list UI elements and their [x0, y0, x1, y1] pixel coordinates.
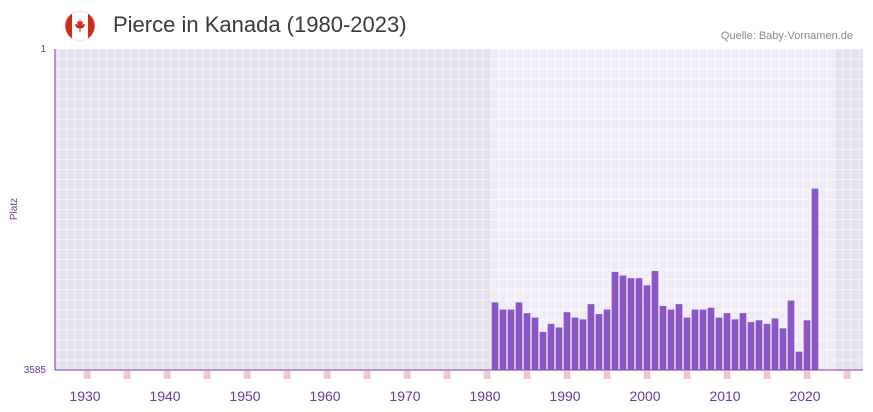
bar-2002[interactable] [659, 305, 667, 370]
x-tick-marker-1930 [83, 371, 91, 379]
canada-flag-icon [64, 10, 96, 42]
bar-2015[interactable] [763, 323, 771, 370]
x-tick-label-1930: 1930 [69, 388, 100, 404]
bar-1985[interactable] [523, 313, 531, 370]
bar-2010[interactable] [723, 313, 731, 370]
x-tick-label-2010: 2010 [709, 388, 740, 404]
bar-1988[interactable] [547, 323, 555, 370]
x-tick-marker-1935 [123, 371, 131, 379]
bar-2008[interactable] [707, 307, 715, 370]
x-tick-marker-2020 [803, 371, 811, 379]
bar-2016[interactable] [771, 318, 779, 370]
x-tick-marker-1995 [603, 371, 611, 379]
bar-2021[interactable] [811, 188, 819, 370]
x-tick-marker-2010 [723, 371, 731, 379]
x-tick-marker-2005 [683, 371, 691, 379]
bar-2013[interactable] [747, 322, 755, 370]
y-axis-title: Platz [9, 198, 20, 220]
bar-1991[interactable] [571, 317, 579, 370]
x-tick-label-1950: 1950 [229, 388, 260, 404]
bar-2006[interactable] [691, 309, 699, 370]
chart-title: Pierce in Kanada (1980-2023) [113, 12, 407, 37]
source-label[interactable]: Quelle: Baby-Vornamen.de [720, 30, 853, 42]
y-tick-label-bottom: 3585 [24, 365, 47, 376]
bar-1999[interactable] [635, 278, 643, 370]
x-tick-label-1960: 1960 [309, 388, 340, 404]
bar-1990[interactable] [563, 312, 571, 370]
bar-1994[interactable] [595, 314, 603, 370]
bar-2004[interactable] [675, 304, 683, 370]
bar-2018[interactable] [787, 300, 795, 370]
x-tick-marker-1965 [363, 371, 371, 379]
x-tick-marker-2025 [843, 371, 851, 379]
bar-2009[interactable] [715, 317, 723, 370]
bar-2003[interactable] [667, 309, 675, 370]
x-tick-marker-1990 [563, 371, 571, 379]
bar-2001[interactable] [651, 271, 659, 370]
x-tick-marker-1975 [443, 371, 451, 379]
bar-2005[interactable] [683, 317, 691, 370]
x-tick-label-1980: 1980 [469, 388, 500, 404]
x-tick-marker-1945 [203, 371, 211, 379]
bar-2020[interactable] [803, 320, 811, 370]
x-tick-label-2000: 2000 [629, 388, 660, 404]
bar-2012[interactable] [739, 313, 747, 370]
bar-1981[interactable] [491, 302, 499, 370]
bar-2014[interactable] [755, 320, 763, 370]
x-tick-marker-2000 [643, 371, 651, 379]
x-tick-marker-1955 [283, 371, 291, 379]
bar-2017[interactable] [779, 328, 787, 370]
x-tick-marker-1950 [243, 371, 251, 379]
x-tick-marker-1980 [483, 371, 491, 379]
bar-1993[interactable] [587, 304, 595, 370]
x-tick-label-1940: 1940 [149, 388, 180, 404]
bar-1987[interactable] [539, 331, 547, 370]
x-tick-marker-2015 [763, 371, 771, 379]
bar-2000[interactable] [643, 285, 651, 370]
x-tick-label-2020: 2020 [789, 388, 820, 404]
bar-1986[interactable] [531, 317, 539, 370]
x-tick-marker-1940 [163, 371, 171, 379]
x-tick-marker-1985 [523, 371, 531, 379]
x-tick-marker-1970 [403, 371, 411, 379]
bar-2019[interactable] [795, 351, 803, 370]
x-tick-label-1990: 1990 [549, 388, 580, 404]
bar-1996[interactable] [611, 271, 619, 370]
bar-1995[interactable] [603, 309, 611, 370]
y-tick-label-top: 1 [40, 44, 46, 55]
x-tick-label-1970: 1970 [389, 388, 420, 404]
bar-1992[interactable] [579, 319, 587, 370]
bar-2011[interactable] [731, 319, 739, 370]
bar-1998[interactable] [627, 278, 635, 370]
bar-1984[interactable] [515, 302, 523, 370]
bar-1989[interactable] [555, 327, 563, 370]
bar-2007[interactable] [699, 309, 707, 370]
bar-1982[interactable] [499, 309, 507, 370]
bar-1997[interactable] [619, 275, 627, 370]
x-tick-marker-1960 [323, 371, 331, 379]
bar-1983[interactable] [507, 309, 515, 370]
